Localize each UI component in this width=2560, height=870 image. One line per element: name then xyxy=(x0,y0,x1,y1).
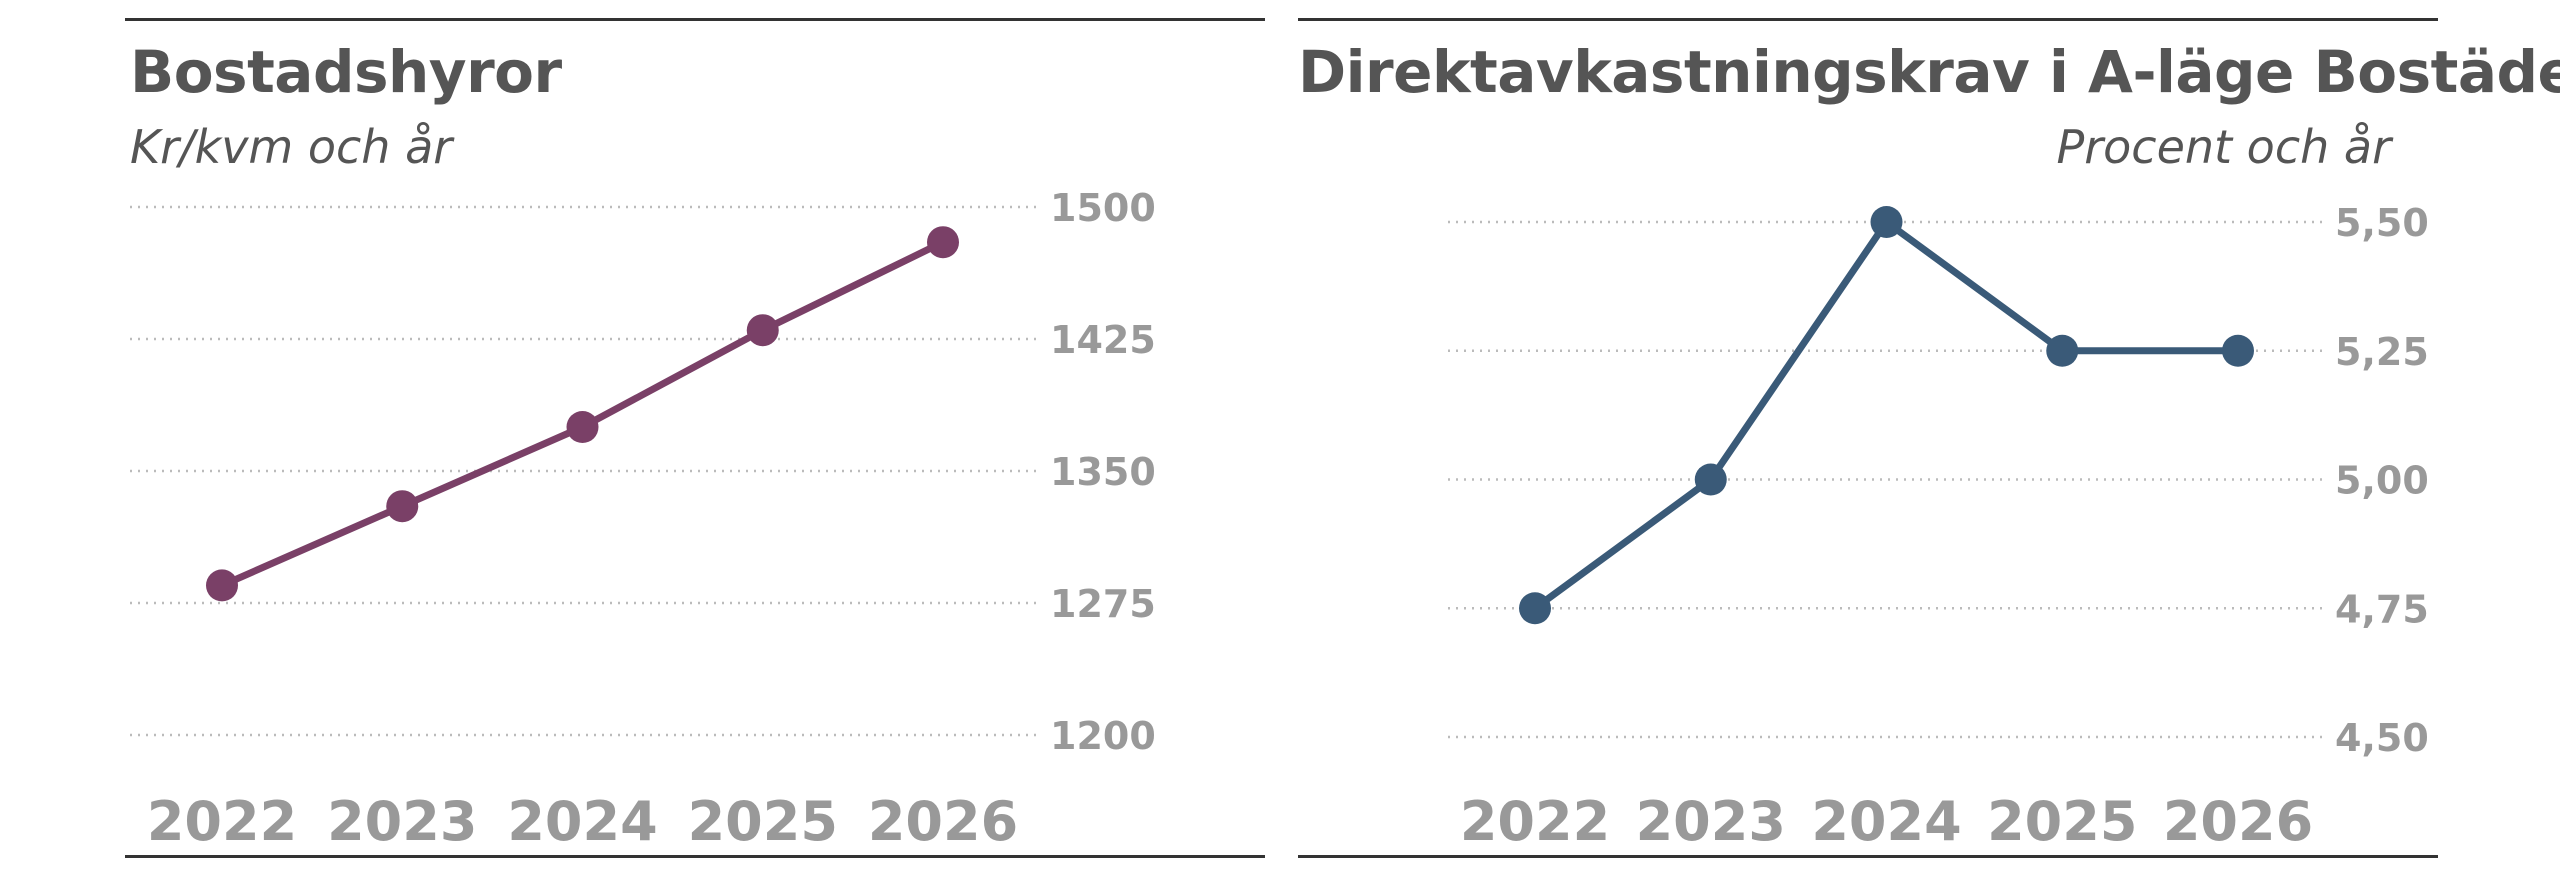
data-point xyxy=(566,411,599,443)
data-point xyxy=(206,569,238,602)
y-tick-label: 5,25 xyxy=(2335,330,2429,374)
data-point xyxy=(2046,334,2079,367)
y-tick-label: 1500 xyxy=(1050,186,1156,230)
chart-panel-rents: Bostadshyror Kr/kvm och år 1500 1425 1350 1… xyxy=(125,0,1265,870)
chart-subtitle: Kr/kvm och år xyxy=(130,120,453,174)
chart-panel-yield: Direktavkastningskrav i A-läge Bostäder … xyxy=(1298,0,2560,870)
bottom-rule xyxy=(125,855,1265,858)
y-tick-label: 1425 xyxy=(1050,318,1156,362)
x-tick-label: 2024 xyxy=(507,790,657,853)
line-chart-yield: 5,50 5,25 5,00 4,75 4,50 2022 2023 2024 2025 2026 xyxy=(1448,201,2429,853)
series-line xyxy=(1531,218,2242,612)
y-tick-label: 4,50 xyxy=(2335,716,2429,760)
x-tick-label: 2024 xyxy=(1811,790,1961,853)
x-tick-label: 2023 xyxy=(1636,790,1786,853)
chart-title: Direktavkastningskrav i A-läge Bostäder xyxy=(1298,38,2560,106)
y-tick-label: 1350 xyxy=(1050,450,1156,494)
top-rule xyxy=(1298,18,2438,21)
x-tick-label: 2022 xyxy=(1460,790,1610,853)
x-tick-label: 2026 xyxy=(2163,790,2313,853)
line-chart-rents: 1500 1425 1350 1275 1200 2022 2023 2024 2025 2026 xyxy=(130,186,1156,853)
data-point xyxy=(1694,463,1727,496)
x-tick-label: 2022 xyxy=(147,790,297,853)
data-point xyxy=(927,226,959,259)
data-point xyxy=(1870,206,1903,238)
x-tick-label: 2025 xyxy=(1987,790,2137,853)
x-tick-label: 2023 xyxy=(327,790,477,853)
x-tick-label: 2026 xyxy=(868,790,1018,853)
data-point xyxy=(746,314,779,347)
data-point xyxy=(1519,592,1551,625)
y-tick-label: 4,75 xyxy=(2335,587,2429,631)
x-tick-label: 2025 xyxy=(688,790,838,853)
chart-title: Bostadshyror xyxy=(130,38,562,106)
bottom-rule xyxy=(1298,855,2438,858)
top-rule xyxy=(125,18,1265,21)
data-point xyxy=(2222,334,2254,367)
y-tick-label: 5,50 xyxy=(2335,201,2429,245)
y-tick-label: 1275 xyxy=(1050,582,1156,626)
y-tick-label: 1200 xyxy=(1050,714,1156,758)
chart-subtitle: Procent och år xyxy=(2056,120,2391,174)
data-point xyxy=(386,490,419,523)
y-tick-label: 5,00 xyxy=(2335,459,2429,503)
